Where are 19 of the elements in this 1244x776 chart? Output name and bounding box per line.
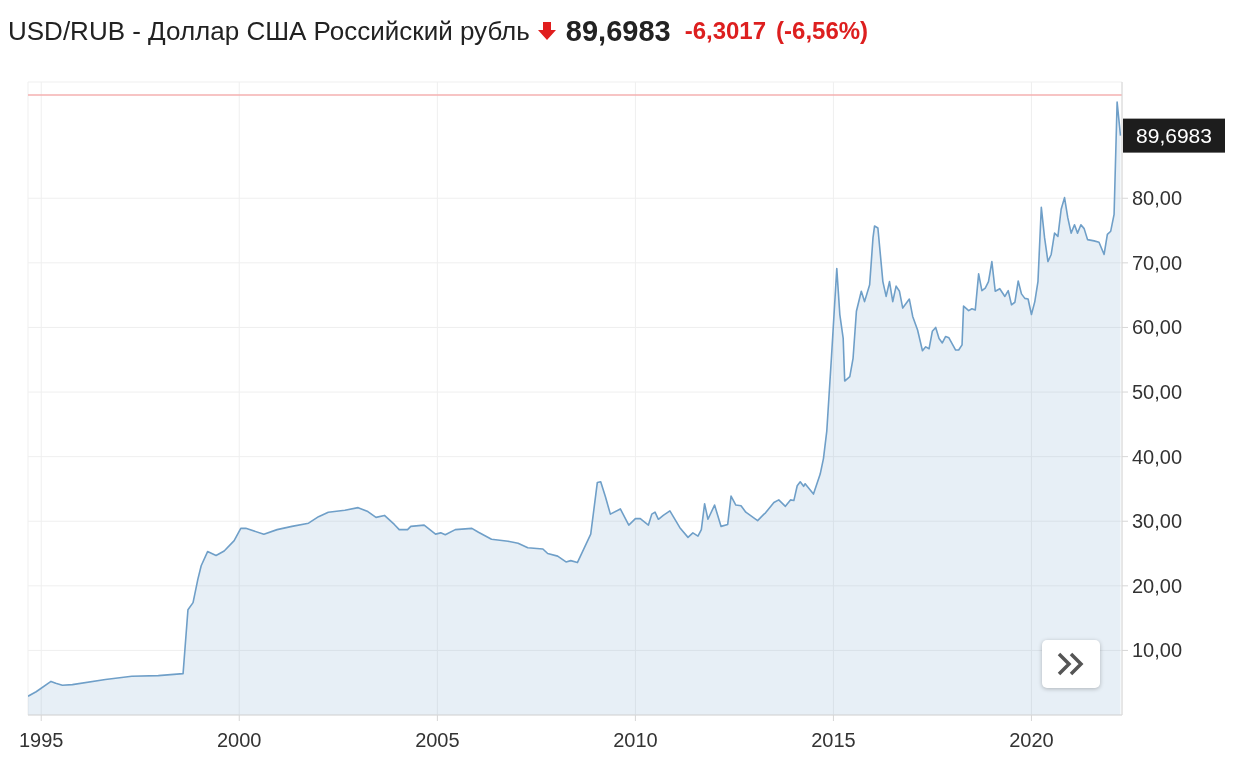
x-tick-label: 2000 bbox=[217, 729, 262, 751]
x-tick-label: 2005 bbox=[415, 729, 460, 751]
x-tick-label: 2020 bbox=[1009, 729, 1054, 751]
y-tick-label: 20,00 bbox=[1132, 574, 1183, 597]
y-tick-label: 30,00 bbox=[1132, 510, 1183, 533]
x-tick-label: 1995 bbox=[18, 729, 64, 751]
y-tick-label: 80,00 bbox=[1132, 187, 1183, 210]
chart-title: USD/RUB - Доллар США Российский рубль bbox=[8, 15, 530, 47]
text: -6,3017 bbox=[684, 17, 767, 45]
annotation: 89,6983 bbox=[1136, 123, 1212, 147]
text: 89,6983 bbox=[565, 14, 671, 48]
y-tick-label: 70,00 bbox=[1132, 251, 1183, 274]
y-tick-label: 60,00 bbox=[1132, 316, 1183, 339]
y-tick-label: 10,00 bbox=[1132, 639, 1183, 662]
y-tick-label: 40,00 bbox=[1132, 445, 1183, 468]
x-tick-label: 2015 bbox=[811, 729, 856, 751]
x-tick-label: 2010 bbox=[613, 729, 658, 751]
y-tick-label: 50,00 bbox=[1132, 381, 1183, 404]
text: (-6,56%) bbox=[776, 17, 869, 45]
